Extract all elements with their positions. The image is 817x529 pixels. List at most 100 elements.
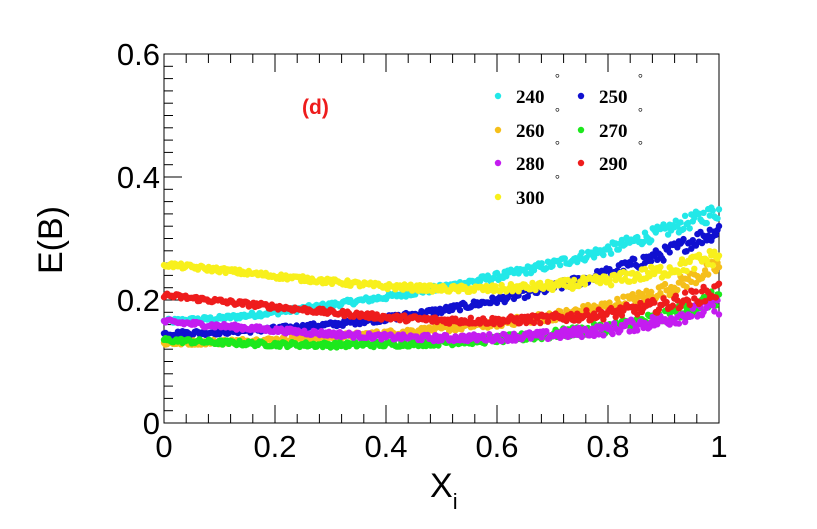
data-point xyxy=(606,299,613,306)
data-point xyxy=(715,222,723,230)
legend-degree-240: ° xyxy=(555,71,560,85)
data-point xyxy=(681,289,689,296)
x-axis-title-main: X xyxy=(430,467,453,505)
data-point xyxy=(634,327,641,334)
data-point xyxy=(549,262,556,270)
y-tick-label: 0.6 xyxy=(117,37,160,72)
series-300 xyxy=(160,248,723,295)
axis-ticks xyxy=(163,53,720,424)
x-tick-label: 0.6 xyxy=(475,429,518,464)
tick-labels: 0 0.2 0.4 0.6 0.8 1 0 0.2 0.4 0.6 xyxy=(117,37,728,464)
data-point xyxy=(691,265,698,272)
data-point xyxy=(711,308,718,315)
data-point xyxy=(651,270,658,278)
data-point xyxy=(677,219,684,226)
x-tick-label: 1 xyxy=(710,429,727,464)
x-tick-label: 0.2 xyxy=(253,429,296,464)
data-point xyxy=(640,238,647,246)
data-point xyxy=(648,288,655,296)
data-point xyxy=(692,288,700,295)
legend-label-270: 270 xyxy=(599,121,628,142)
data-point xyxy=(544,318,552,325)
data-point xyxy=(543,328,550,335)
data-point xyxy=(715,311,723,318)
data-point xyxy=(600,316,607,323)
data-point xyxy=(711,248,718,255)
legend-label-300: 300 xyxy=(516,188,545,209)
data-point xyxy=(657,263,664,271)
data-point xyxy=(712,231,720,238)
data-point xyxy=(498,337,505,345)
data-point xyxy=(607,282,615,289)
data-point xyxy=(401,312,408,319)
legend-label-250: 250 xyxy=(599,87,628,108)
legend-marker-240 xyxy=(494,92,502,100)
data-point xyxy=(666,249,673,256)
data-point xyxy=(618,312,626,319)
data-point xyxy=(715,252,723,259)
data-point xyxy=(626,328,633,335)
data-point xyxy=(456,307,464,314)
x-tick-label: 0.8 xyxy=(586,429,629,464)
data-point xyxy=(606,277,613,284)
data-point xyxy=(530,319,538,327)
data-point xyxy=(567,310,575,318)
data-point xyxy=(538,260,545,267)
legend-marker-270 xyxy=(577,126,585,134)
data-point xyxy=(654,321,661,328)
legend-degree-260: ° xyxy=(555,105,560,119)
legend: 240 ° 250 ° 260 ° 270 ° 280 ° 290 ° 300 ° xyxy=(494,71,643,209)
series-280 xyxy=(160,296,723,345)
x-tick-label: 0.4 xyxy=(364,429,407,464)
data-point xyxy=(578,333,585,341)
data-point xyxy=(612,240,619,247)
legend-marker-260 xyxy=(494,126,502,134)
data-point xyxy=(435,342,442,349)
data-point xyxy=(703,219,710,227)
x-tick-label: 0 xyxy=(155,429,172,464)
data-point xyxy=(715,280,723,287)
data-point xyxy=(686,301,693,309)
data-point xyxy=(651,299,658,306)
data-point xyxy=(714,215,721,222)
data-point xyxy=(467,314,474,321)
data-point xyxy=(600,251,607,259)
y-tick-label: 0 xyxy=(143,406,160,441)
data-point xyxy=(578,249,585,256)
data-point xyxy=(709,302,716,309)
data-point xyxy=(631,256,638,263)
legend-degree-300: ° xyxy=(555,172,560,186)
data-point xyxy=(648,257,655,265)
data-point xyxy=(600,332,607,339)
data-point xyxy=(581,281,589,288)
data-point xyxy=(700,209,707,216)
data-point xyxy=(615,246,622,253)
data-point xyxy=(675,320,683,327)
legend-degree-280: ° xyxy=(555,138,560,152)
data-point xyxy=(698,239,706,247)
legend-degree-270: ° xyxy=(638,105,643,119)
data-point xyxy=(709,207,716,214)
data-point xyxy=(661,280,669,288)
data-point xyxy=(629,291,636,298)
data-point xyxy=(715,206,723,213)
data-point xyxy=(674,286,681,294)
data-point xyxy=(680,225,687,233)
data-point xyxy=(660,257,667,264)
y-tick-label: 0.2 xyxy=(117,283,160,318)
data-point xyxy=(620,293,627,300)
legend-degree-290: ° xyxy=(638,138,643,152)
data-point xyxy=(607,250,615,257)
data-point xyxy=(421,324,428,332)
y-tick-label: 0.4 xyxy=(117,160,160,195)
data-point xyxy=(570,276,578,284)
data-point xyxy=(680,235,687,243)
data-point xyxy=(669,302,676,309)
legend-label-240: 240 xyxy=(516,87,545,108)
panel-label: (d) xyxy=(302,96,329,119)
series-layer xyxy=(160,204,723,351)
data-point xyxy=(537,279,544,287)
data-point xyxy=(637,299,644,307)
data-point xyxy=(712,294,720,301)
